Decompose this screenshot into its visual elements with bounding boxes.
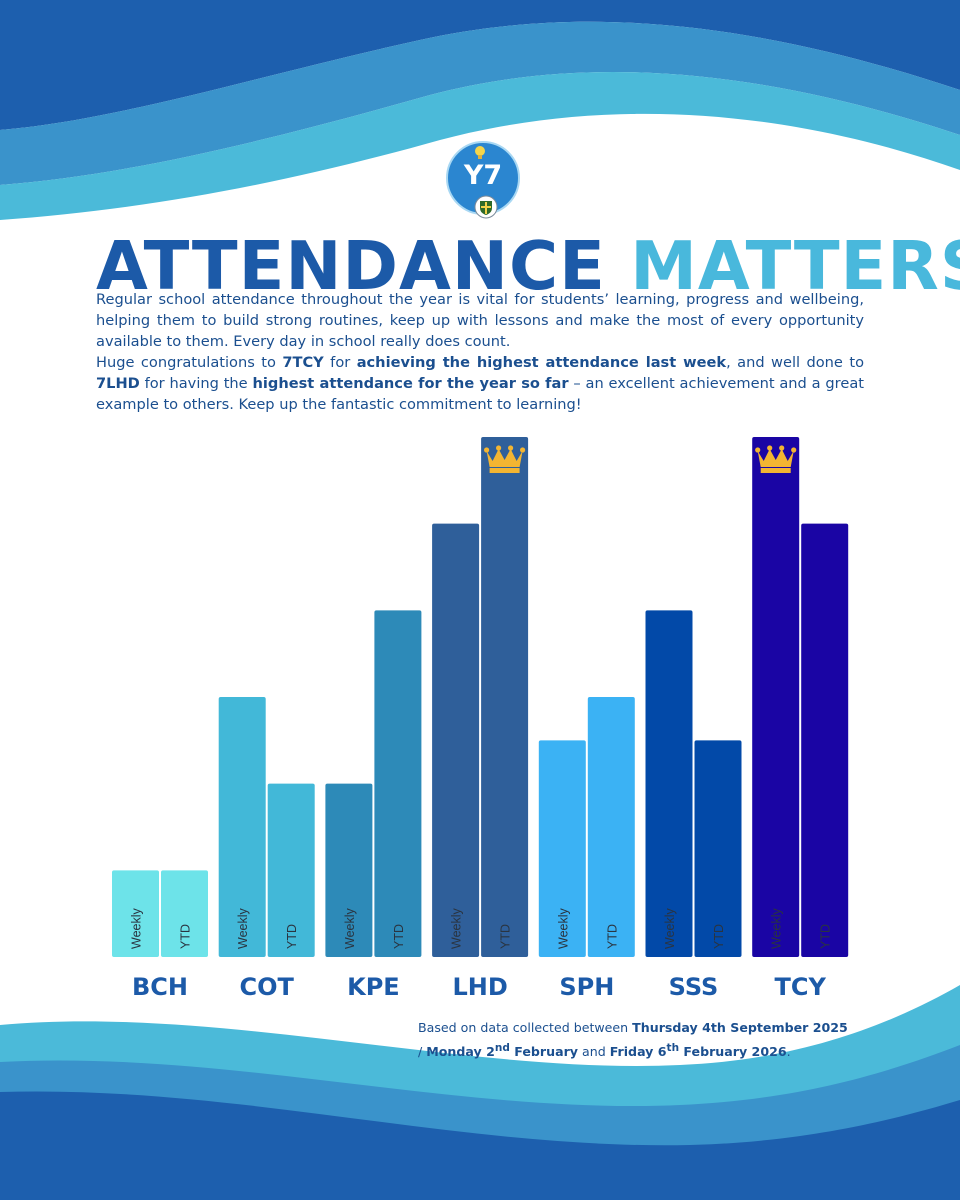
top-wave-mid <box>0 21 960 186</box>
bar-lhd-ytd <box>481 437 529 957</box>
intro-text-run: , and well done to <box>726 354 864 371</box>
footnote-start-date: Thursday 4th September 2025 <box>632 1020 848 1035</box>
bar-sss-weekly <box>645 610 693 957</box>
title-part-matters: MATTERS <box>630 227 960 305</box>
bar-sss-ytd <box>694 740 742 957</box>
category-label-cot: COT <box>240 973 295 1001</box>
bar-cot-weekly <box>218 697 266 957</box>
highlight-ytd: highest attendance for the year so far <box>252 375 569 392</box>
series-label-ytd: YTD <box>819 924 833 949</box>
bar-bch-weekly <box>112 870 159 957</box>
bar-bch-ytd <box>161 870 208 957</box>
series-label-weekly: Weekly <box>450 907 464 949</box>
footnote-run: / <box>418 1044 427 1060</box>
bar-tcy-weekly <box>752 437 800 957</box>
category-label-tcy: TCY <box>775 973 827 1001</box>
intro-paragraph-2: Huge congratulations to 7TCY for achievi… <box>96 352 864 415</box>
intro-text-run: for having the <box>139 375 253 392</box>
footnote-run: Based on data collected between <box>418 1020 633 1035</box>
bar-kpe-ytd <box>374 610 422 957</box>
series-label-ytd: YTD <box>179 924 193 949</box>
category-label-kpe: KPE <box>347 973 400 1001</box>
series-label-weekly: Weekly <box>663 907 677 949</box>
page-title: ATTENDANCE MATTERS <box>96 226 960 306</box>
footnote-week-end: Friday 6th February 2026 <box>609 1042 787 1060</box>
footnote-week-start: Monday 2nd February <box>426 1042 579 1060</box>
footnote-run: February <box>509 1044 579 1060</box>
category-label-lhd: LHD <box>452 973 507 1001</box>
school-crest-icon <box>474 195 498 219</box>
intro-paragraph-1: Regular school attendance throughout the… <box>96 291 864 350</box>
bar-cot-ytd <box>267 783 315 957</box>
footnote-sup: th <box>666 1042 680 1054</box>
data-footnote: Based on data collected between Thursday… <box>418 1018 878 1062</box>
class-7tcy: 7TCY <box>282 354 324 371</box>
series-label-ytd: YTD <box>712 924 726 949</box>
class-7lhd: 7LHD <box>96 375 140 392</box>
footnote-sup: nd <box>494 1042 510 1054</box>
footnote-run: Monday 2 <box>426 1044 495 1060</box>
intro-text: Regular school attendance throughout the… <box>96 289 864 415</box>
series-label-ytd: YTD <box>392 924 406 949</box>
intro-text-run: for <box>323 354 357 371</box>
y7-logo <box>446 141 520 219</box>
top-wave-dark <box>0 0 960 130</box>
bar-sph-weekly <box>538 740 586 957</box>
category-label-sph: SPH <box>559 973 614 1001</box>
bottom-wave-dark <box>0 1091 960 1200</box>
category-label-sss: SSS <box>669 973 719 1001</box>
intro-text-run: Huge congratulations to <box>96 354 283 371</box>
logo-text: Y7 <box>463 160 503 191</box>
footnote-run: Friday 6 <box>609 1044 667 1060</box>
series-label-weekly: Weekly <box>556 907 570 949</box>
series-label-ytd: YTD <box>605 924 619 949</box>
series-label-weekly: Weekly <box>343 907 357 949</box>
crown-icon <box>484 445 526 473</box>
bar-sph-ytd <box>587 697 635 957</box>
bar-kpe-weekly <box>325 783 373 957</box>
title-part-attendance: ATTENDANCE <box>96 227 606 305</box>
highlight-weekly: achieving the highest attendance last we… <box>356 354 727 371</box>
series-label-ytd: YTD <box>285 924 299 949</box>
intro-text-run: – an excellent achievement and a great e… <box>96 375 864 413</box>
crown-icon <box>755 445 797 473</box>
top-wave-light <box>0 71 960 220</box>
footnote-run: and <box>578 1044 610 1060</box>
footnote-run: February 2026 <box>679 1044 787 1060</box>
series-label-weekly: Weekly <box>236 907 250 949</box>
bar-tcy-ytd <box>801 523 849 957</box>
lightbulb-icon <box>475 146 485 159</box>
bar-lhd-weekly <box>432 523 480 957</box>
series-label-weekly: Weekly <box>770 907 784 949</box>
series-label-ytd: YTD <box>499 924 513 949</box>
footnote-run: . <box>786 1044 791 1060</box>
category-label-bch: BCH <box>132 973 188 1001</box>
series-label-weekly: Weekly <box>130 907 144 949</box>
